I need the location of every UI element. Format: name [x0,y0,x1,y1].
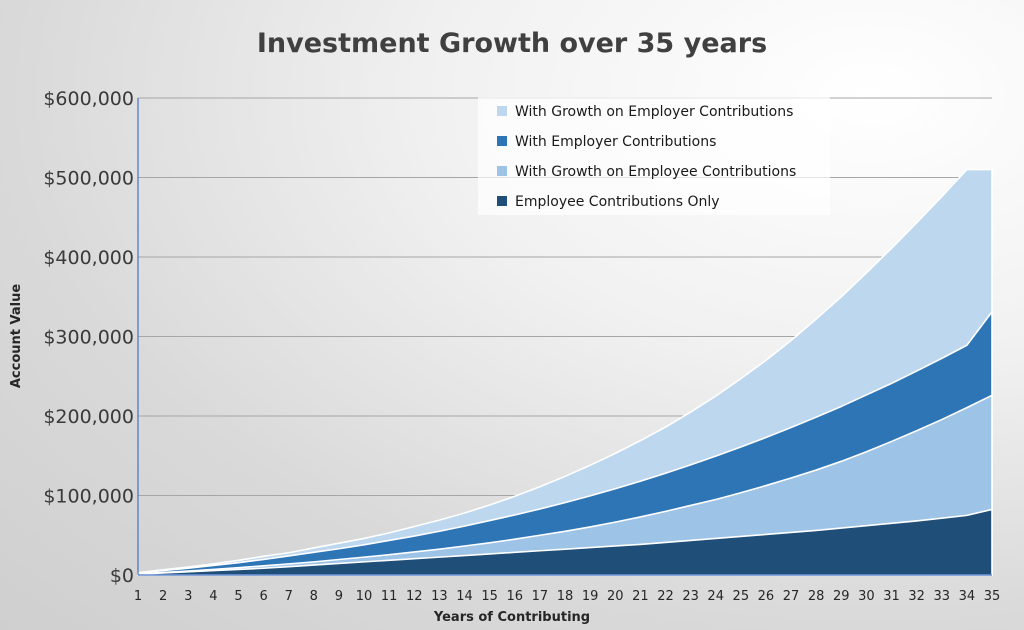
x-tick-label: 35 [984,589,1001,604]
x-tick-label: 6 [259,589,267,604]
y-axis-label: Account Value [9,284,24,388]
y-tick-label: $0 [110,565,134,587]
x-tick-label: 5 [234,589,242,604]
x-tick-label: 30 [858,589,875,604]
y-tick-label: $300,000 [43,327,134,349]
x-tick-label: 12 [406,589,423,604]
x-tick-label: 22 [657,589,674,604]
x-tick-label: 7 [285,589,293,604]
legend-entry: Employee Contributions Only [515,194,720,210]
x-tick-label: 1 [134,589,142,604]
legend-swatch [497,196,507,206]
y-tick-label: $200,000 [43,406,134,428]
x-tick-label: 16 [506,589,523,604]
x-tick-label: 18 [557,589,574,604]
x-tick-label: 10 [356,589,373,604]
x-tick-label: 17 [532,589,549,604]
x-tick-label: 15 [481,589,498,604]
x-tick-label: 23 [682,589,699,604]
legend-entry: With Employer Contributions [515,134,716,150]
x-tick-label: 21 [632,589,649,604]
y-tick-label: $400,000 [43,247,134,269]
x-tick-labels: 1 2 3 4 5 6 7 8 9 10 11 12 13 14 15 16 17 18 19 20 21 22 23 24 2… [134,589,1000,604]
legend-swatch [497,166,507,176]
x-tick-label: 4 [209,589,217,604]
x-tick-label: 31 [883,589,900,604]
axes [137,98,992,576]
x-tick-label: 33 [933,589,950,604]
legend: With Growth on Employer Contributions Wit… [478,97,830,215]
x-tick-label: 9 [335,589,343,604]
x-tick-label: 3 [184,589,192,604]
x-tick-label: 20 [607,589,624,604]
legend-background [478,97,830,215]
area-series [137,168,993,576]
x-tick-label: 13 [431,589,448,604]
y-tick-label: $600,000 [43,88,134,110]
x-tick-label: 8 [310,589,318,604]
legend-entry: With Growth on Employee Contributions [515,164,796,180]
x-tick-label: 11 [381,589,398,604]
legend-entry: With Growth on Employer Contributions [515,104,793,120]
x-axis-label: Years of Contributing [433,610,590,625]
y-tick-label: $500,000 [43,168,134,190]
x-tick-label: 32 [908,589,925,604]
legend-swatch [497,106,507,116]
x-tick-label: 28 [808,589,825,604]
x-tick-label: 26 [758,589,775,604]
area-with-growth-on-employee-contributions [137,394,993,576]
x-tick-label: 29 [833,589,850,604]
x-tick-label: 27 [783,589,800,604]
x-tick-label: 2 [159,589,167,604]
area-employee-contributions-only [137,508,993,576]
x-tick-label: 34 [959,589,976,604]
legend-swatch [497,136,507,146]
chart-title: Investment Growth over 35 years [257,28,767,59]
x-tick-label: 19 [582,589,599,604]
x-tick-label: 25 [733,589,750,604]
x-tick-label: 14 [456,589,473,604]
y-tick-label: $100,000 [43,486,134,508]
x-tick-label: 24 [707,589,724,604]
y-tick-labels: $0 $100,000 $200,000 $300,000 $400,000 $500,0… [43,88,134,587]
